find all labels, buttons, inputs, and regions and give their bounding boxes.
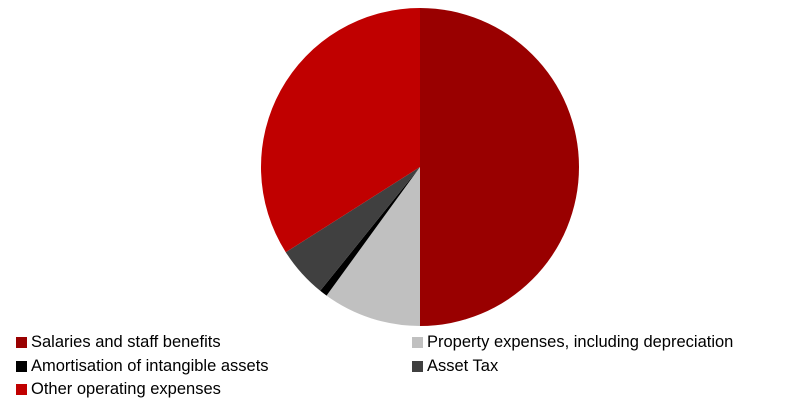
legend-item-asset-tax: Asset Tax [412, 357, 498, 375]
legend-label-salaries: Salaries and staff benefits [31, 333, 221, 351]
chart-legend: Salaries and staff benefits Property exp… [16, 333, 803, 401]
pie-slice-3 [285, 167, 420, 291]
legend-item-property: Property expenses, including depreciatio… [412, 333, 733, 351]
legend-label-other-operating: Other operating expenses [31, 380, 221, 398]
pie-slice-0 [420, 8, 579, 326]
pie-slice-4 [260, 7, 420, 253]
legend-label-amortisation: Amortisation of intangible assets [31, 357, 269, 375]
pie-slices [260, 7, 579, 326]
legend-label-property: Property expenses, including depreciatio… [427, 333, 734, 351]
legend-swatch-other-operating [16, 383, 27, 395]
legend-swatch-amortisation [16, 360, 27, 372]
legend-item-amortisation: Amortisation of intangible assets [16, 357, 269, 375]
legend-label-asset-tax: Asset Tax [427, 357, 499, 375]
legend-item-other-operating: Other operating expenses [16, 380, 221, 398]
pie-slice-2 [320, 167, 420, 296]
legend-item-salaries: Salaries and staff benefits [16, 333, 221, 351]
legend-swatch-property [412, 336, 423, 348]
pie-slice-1 [326, 167, 420, 326]
legend-swatch-asset-tax [412, 360, 423, 372]
legend-swatch-salaries [16, 336, 27, 348]
